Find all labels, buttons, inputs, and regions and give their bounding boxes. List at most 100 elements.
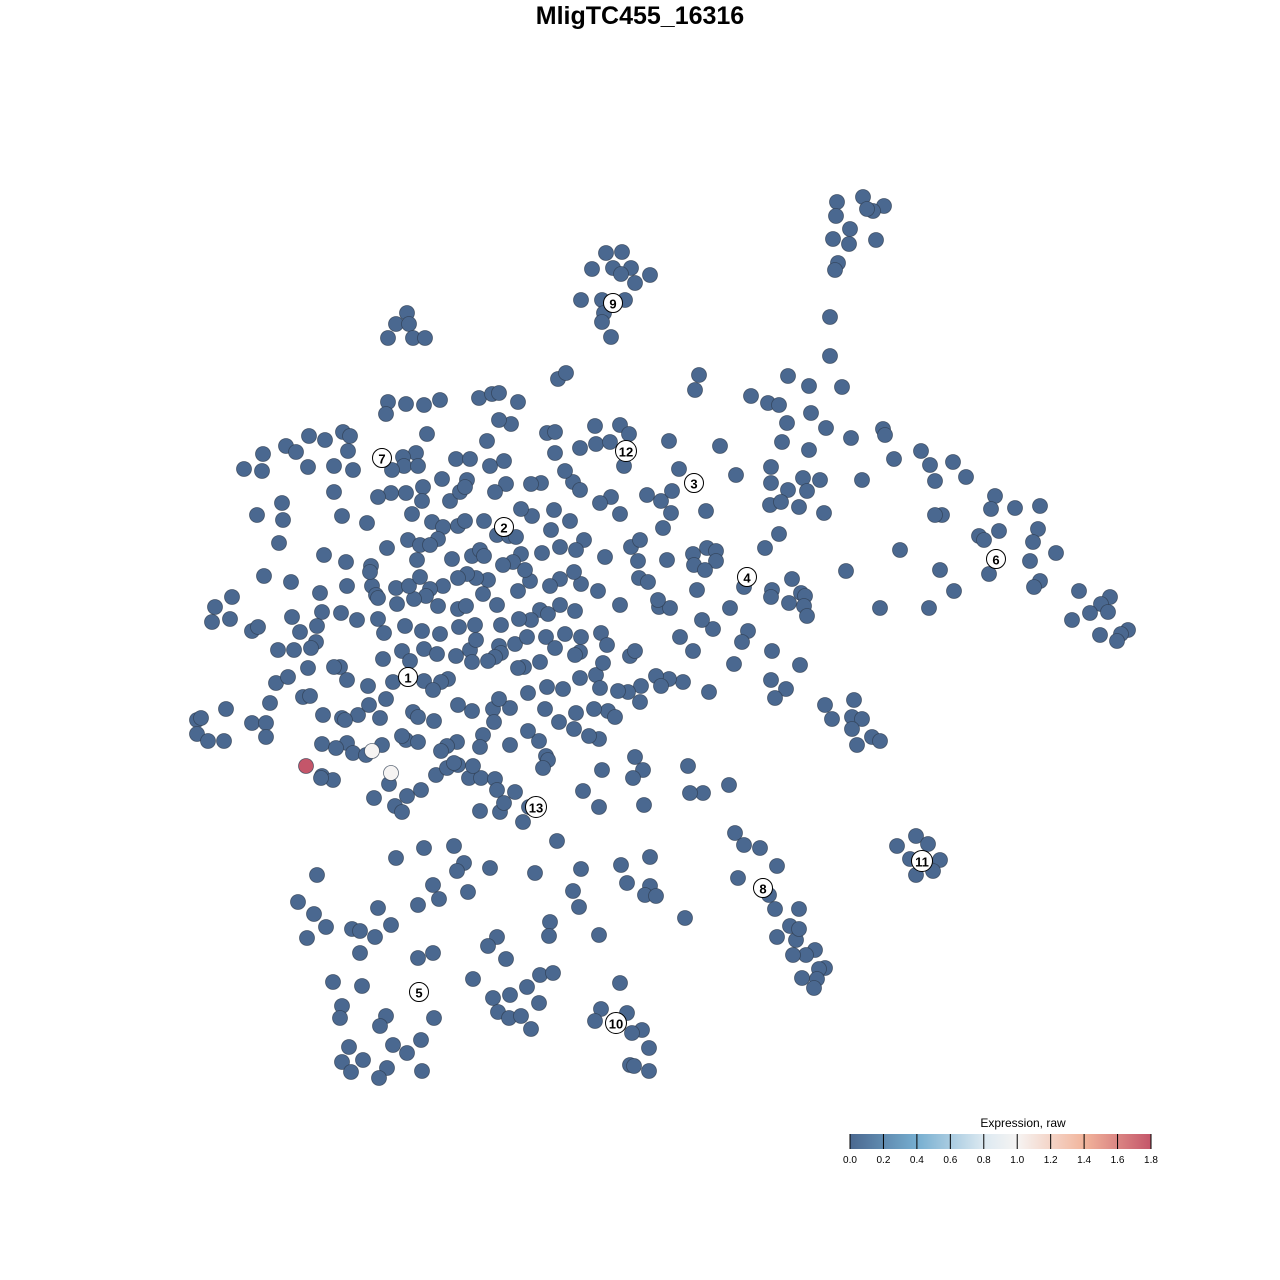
- cell-point: [394, 728, 410, 744]
- cell-point: [769, 858, 785, 874]
- cell-point: [385, 1037, 401, 1053]
- cell-point: [771, 526, 787, 542]
- cell-point: [691, 367, 707, 383]
- cell-point: [288, 444, 304, 460]
- cell-point: [519, 629, 535, 645]
- cell-point: [487, 484, 503, 500]
- cell-point: [376, 625, 392, 641]
- cell-point: [332, 1010, 348, 1026]
- cell-point: [592, 495, 608, 511]
- cell-point: [508, 529, 524, 545]
- cell-point: [541, 928, 557, 944]
- cell-point: [769, 929, 785, 945]
- cell-point: [946, 583, 962, 599]
- cell-point: [567, 647, 583, 663]
- cell-point: [945, 454, 961, 470]
- cell-point: [419, 426, 435, 442]
- cluster-label: 4: [737, 567, 757, 587]
- cell-point: [757, 540, 773, 556]
- cell-point: [464, 703, 480, 719]
- cell-point: [825, 231, 841, 247]
- cell-point: [434, 471, 450, 487]
- cell-point: [284, 609, 300, 625]
- cluster-label-badge: [372, 448, 392, 468]
- cell-point: [502, 987, 518, 1003]
- cell-point: [532, 654, 548, 670]
- cluster-label-text: 4: [743, 571, 751, 586]
- cell-point: [532, 967, 548, 983]
- cell-point: [200, 733, 216, 749]
- cell-point: [558, 365, 574, 381]
- cell-point: [326, 484, 342, 500]
- cell-point: [603, 329, 619, 345]
- cell-point: [370, 611, 386, 627]
- cell-point: [262, 695, 278, 711]
- cell-point: [1025, 534, 1041, 550]
- cell-point: [515, 814, 531, 830]
- cell-point: [271, 535, 287, 551]
- cell-point: [444, 551, 460, 567]
- expressing-cell-point: [383, 765, 399, 781]
- cell-point: [568, 705, 584, 721]
- cell-point: [485, 990, 501, 1006]
- cell-point: [573, 576, 589, 592]
- cell-point: [626, 1058, 642, 1074]
- cell-point: [476, 513, 492, 529]
- cell-point: [345, 462, 361, 478]
- cell-point: [780, 368, 796, 384]
- cell-point: [816, 505, 832, 521]
- cell-point: [612, 597, 628, 613]
- expressing-cell-point: [298, 758, 314, 774]
- cell-point: [325, 974, 341, 990]
- cell-point: [510, 660, 526, 676]
- cell-point: [612, 506, 628, 522]
- cell-point: [650, 592, 666, 608]
- cell-point: [1100, 604, 1116, 620]
- cell-point: [314, 604, 330, 620]
- cell-point: [627, 749, 643, 765]
- cell-point: [429, 646, 445, 662]
- cell-point: [697, 562, 713, 578]
- cluster-label-text: 11: [915, 855, 929, 870]
- cell-point: [448, 648, 464, 664]
- cell-point: [491, 691, 507, 707]
- cell-point: [401, 578, 417, 594]
- cell-point: [383, 917, 399, 933]
- cell-point: [449, 863, 465, 879]
- cell-point: [511, 611, 527, 627]
- cell-point: [413, 1032, 429, 1048]
- cell-point: [661, 433, 677, 449]
- cell-point: [326, 458, 342, 474]
- cell-point: [236, 461, 252, 477]
- cell-point: [426, 713, 442, 729]
- cell-point: [432, 392, 448, 408]
- legend-title: Expression, raw: [980, 1116, 1066, 1130]
- colorbar-tick-label: 0.2: [876, 1155, 890, 1166]
- cell-point: [642, 849, 658, 865]
- cell-point: [573, 861, 589, 877]
- cell-point: [913, 443, 929, 459]
- cell-point: [460, 884, 476, 900]
- cell-point: [584, 261, 600, 277]
- cell-point: [520, 723, 536, 739]
- cell-point: [362, 564, 378, 580]
- cell-point: [708, 553, 724, 569]
- cell-point: [519, 979, 535, 995]
- points-layer: [189, 189, 1136, 1086]
- cell-point: [422, 537, 438, 553]
- cell-point: [534, 545, 550, 561]
- colorbar-tick-label: 1.8: [1144, 1155, 1158, 1166]
- cell-point: [415, 479, 431, 495]
- cell-point: [698, 503, 714, 519]
- cluster-label: 3: [684, 473, 704, 493]
- cell-point: [636, 797, 652, 813]
- cell-point: [547, 640, 563, 656]
- cell-point: [672, 629, 688, 645]
- cell-point: [872, 600, 888, 616]
- cluster-label: 13: [525, 796, 547, 818]
- cluster-label: 12: [615, 440, 637, 462]
- cell-point: [552, 539, 568, 555]
- cell-point: [380, 330, 396, 346]
- cell-point: [575, 783, 591, 799]
